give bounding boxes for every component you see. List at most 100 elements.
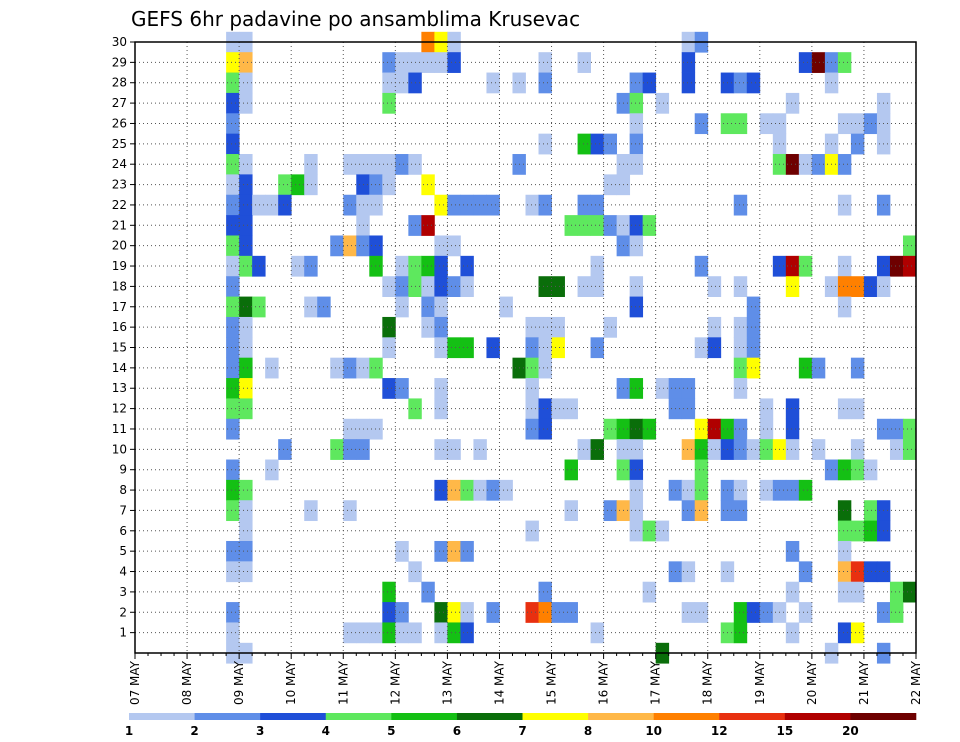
- legend-label: 20: [842, 724, 859, 738]
- heatmap-cell: [746, 357, 761, 379]
- heatmap-cell: [759, 113, 774, 135]
- heatmap-cell: [850, 113, 865, 135]
- heatmap-cell: [382, 337, 396, 359]
- heatmap-cell: [785, 418, 800, 440]
- heatmap-cell: [603, 215, 618, 236]
- heatmap-cell: [837, 52, 852, 73]
- heatmap-cell: [733, 316, 748, 338]
- heatmap-cell: [629, 113, 644, 135]
- heatmap-cell: [356, 439, 370, 460]
- heatmap-cell: [343, 235, 357, 257]
- heatmap-cell: [525, 357, 539, 379]
- heatmap-cell: [395, 52, 409, 73]
- heatmap-cell: [434, 52, 448, 73]
- heatmap-cell: [486, 337, 500, 359]
- heatmap-cell: [850, 357, 865, 379]
- x-tick-label: 16 MAY: [597, 660, 611, 705]
- heatmap-cell: [239, 561, 253, 583]
- heatmap-cell: [356, 357, 370, 379]
- y-tick-label: 11: [112, 422, 127, 436]
- heatmap-cell: [681, 602, 696, 623]
- y-tick-label: 22: [112, 198, 127, 212]
- heatmap-cell: [863, 459, 878, 481]
- heatmap-cell: [447, 194, 461, 216]
- x-axis: 07 MAY 08 MAY 09 MAY 10 MAY 11 MAY 12 MAY 13 M…: [128, 653, 923, 705]
- heatmap-cell: [434, 479, 448, 501]
- heatmap-cell: [369, 194, 383, 216]
- heatmap-cell: [434, 255, 448, 277]
- y-axis: 1234567891011121314151617181920212223242…: [112, 35, 135, 640]
- heatmap-cell: [746, 439, 761, 460]
- heatmap-cell: [278, 194, 292, 216]
- heatmap-cell: [226, 357, 240, 379]
- heatmap-cell: [330, 235, 344, 257]
- heatmap-cell: [239, 316, 253, 338]
- heatmap-cell: [395, 622, 409, 644]
- heatmap-cell: [850, 520, 865, 542]
- heatmap-cell: [785, 479, 800, 501]
- y-tick-label: 2: [119, 605, 127, 619]
- heatmap-cell: [759, 602, 774, 623]
- heatmap-cell: [746, 296, 761, 318]
- heatmap-cell: [746, 316, 761, 338]
- heatmap-cell: [603, 418, 618, 440]
- heatmap-cell: [551, 602, 565, 623]
- heatmap-cell: [837, 255, 852, 277]
- heatmap-cell: [603, 133, 618, 155]
- heatmap-cell: [681, 479, 696, 501]
- heatmap-cell: [629, 235, 644, 257]
- heatmap-cell: [395, 540, 409, 562]
- heatmap-cell: [447, 276, 461, 297]
- heatmap-cell: [226, 500, 240, 522]
- heatmap-cell: [733, 357, 748, 379]
- heatmap-cell: [655, 92, 670, 114]
- heatmap-cell: [343, 357, 357, 379]
- heatmap-cell: [395, 154, 409, 175]
- heatmap-cell: [343, 154, 357, 175]
- y-tick-label: 23: [112, 178, 127, 192]
- heatmap-cell: [837, 113, 852, 135]
- heatmap-cell: [421, 52, 435, 73]
- heatmap-cell: [291, 255, 305, 277]
- heatmap-cell: [447, 602, 461, 623]
- heatmap-cell: [785, 398, 800, 420]
- y-tick-label: 3: [119, 585, 127, 599]
- heatmap-cell: [837, 500, 852, 522]
- heatmap-cell: [356, 194, 370, 216]
- heatmap-cell: [746, 337, 761, 359]
- heatmap-cell: [590, 133, 604, 155]
- heatmap-cell: [759, 418, 774, 440]
- heatmap-cell: [226, 296, 240, 318]
- x-tick-label: 08 MAY: [180, 660, 194, 705]
- heatmap-cell: [447, 235, 461, 257]
- heatmap-cell: [733, 500, 748, 522]
- heatmap-cell: [694, 602, 709, 623]
- heatmap-cell: [239, 215, 253, 236]
- heatmap-cell: [837, 520, 852, 542]
- heatmap-cell: [733, 194, 748, 216]
- heatmap-cell: [694, 255, 709, 277]
- heatmap-cell: [538, 602, 552, 623]
- heatmap-cell: [421, 255, 435, 277]
- heatmap-cell: [889, 581, 904, 603]
- y-tick-label: 9: [119, 463, 127, 477]
- heatmap-cell: [733, 72, 748, 94]
- heatmap-cell: [837, 622, 852, 644]
- heatmap-cell: [239, 479, 253, 501]
- heatmap-cell: [902, 418, 917, 440]
- heatmap-cell: [226, 92, 240, 114]
- heatmap-cell: [239, 52, 253, 73]
- heatmap-cell: [629, 296, 644, 318]
- heatmap-cell: [304, 154, 318, 175]
- y-tick-label: 4: [119, 565, 127, 579]
- heatmap-cell: [356, 235, 370, 257]
- heatmap-cell: [798, 154, 813, 175]
- heatmap-cell: [785, 154, 800, 175]
- legend-label: 15: [776, 724, 793, 738]
- heatmap-cell: [330, 357, 344, 379]
- heatmap-cell: [538, 337, 552, 359]
- heatmap-cell: [603, 500, 618, 522]
- heatmap-cell: [226, 540, 240, 562]
- heatmap-cell: [499, 296, 513, 318]
- heatmap-cell: [837, 194, 852, 216]
